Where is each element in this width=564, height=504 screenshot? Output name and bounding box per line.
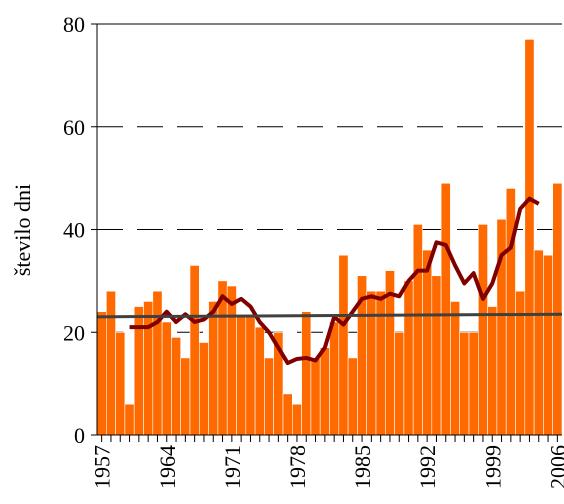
x-tick-label: 1978 <box>285 445 310 489</box>
bar <box>329 321 340 436</box>
trend-line <box>96 312 563 319</box>
bar <box>338 254 349 436</box>
bar <box>552 182 563 436</box>
bar <box>301 311 312 436</box>
y-tick-label: 20 <box>63 320 85 345</box>
bar <box>533 249 544 436</box>
bar <box>254 326 265 436</box>
bar <box>291 403 302 436</box>
x-tick-label: 2006 <box>545 445 564 489</box>
bar <box>450 301 460 436</box>
y-tick-label: 40 <box>63 218 85 243</box>
y-axis-label: število dni <box>10 184 35 276</box>
bar <box>515 290 526 436</box>
bar <box>310 357 321 436</box>
bar <box>422 249 433 436</box>
bar <box>431 275 442 436</box>
x-tick-label: 1985 <box>350 445 375 489</box>
bar <box>319 347 330 436</box>
bar <box>412 224 423 436</box>
bar <box>245 316 256 436</box>
bar <box>180 357 191 436</box>
bar <box>143 301 154 436</box>
bar <box>115 331 126 436</box>
bar <box>208 301 219 436</box>
x-tick-label: 1964 <box>155 445 180 489</box>
bar <box>459 331 470 436</box>
x-tick-label: 1992 <box>415 445 440 489</box>
bar <box>477 224 488 436</box>
bar <box>366 290 377 436</box>
y-tick-label: 60 <box>63 115 85 140</box>
bar <box>226 285 237 436</box>
bar <box>524 39 535 436</box>
bar <box>282 393 293 436</box>
bar <box>487 306 498 436</box>
y-tick-label: 80 <box>63 12 85 37</box>
y-tick-label: 0 <box>74 423 85 448</box>
bar <box>96 311 107 436</box>
x-tick-label: 1957 <box>90 445 115 489</box>
x-tick-label: 1971 <box>220 445 245 489</box>
bar <box>468 331 479 436</box>
bar <box>171 337 181 436</box>
bar <box>236 316 247 436</box>
bar <box>106 290 116 436</box>
bar <box>124 403 135 436</box>
bar <box>440 182 451 436</box>
bar <box>543 254 554 436</box>
bar <box>199 342 209 436</box>
bar <box>189 265 200 436</box>
bar <box>394 331 405 436</box>
bar <box>152 290 163 436</box>
bar <box>403 280 414 436</box>
bar <box>264 357 274 436</box>
bar <box>375 290 386 436</box>
bar <box>161 321 172 436</box>
bar <box>347 357 358 436</box>
x-tick-label: 1999 <box>480 445 505 489</box>
bar <box>505 188 516 436</box>
